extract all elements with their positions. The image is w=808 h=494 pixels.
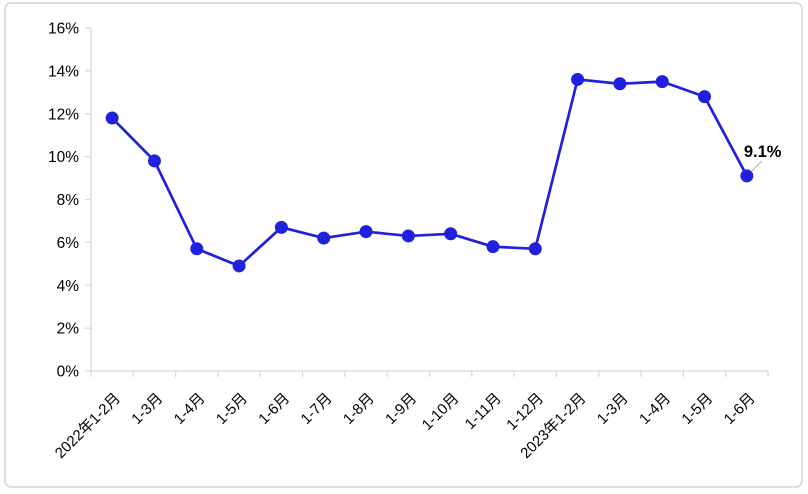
data-point xyxy=(190,242,204,256)
data-point xyxy=(401,229,415,243)
data-point xyxy=(444,227,458,241)
data-point xyxy=(740,169,754,183)
y-tick-label: 6% xyxy=(57,235,80,252)
data-point xyxy=(486,240,500,254)
y-tick-label: 2% xyxy=(57,321,80,338)
y-tick-label: 16% xyxy=(48,21,79,38)
data-point xyxy=(698,90,712,104)
data-point xyxy=(613,77,627,91)
data-point xyxy=(105,111,119,125)
annotation-leader-line xyxy=(750,160,763,173)
y-tick-label: 10% xyxy=(48,149,79,166)
chart-border xyxy=(4,2,803,488)
data-point xyxy=(571,72,585,86)
y-tick-label: 0% xyxy=(57,364,80,381)
data-point xyxy=(655,75,669,89)
y-tick-label: 4% xyxy=(57,278,80,295)
y-tick-label: 12% xyxy=(48,106,79,123)
data-point xyxy=(528,242,542,256)
data-point xyxy=(147,154,161,168)
data-line xyxy=(110,78,749,268)
data-point xyxy=(232,259,246,273)
y-tick-label: 14% xyxy=(48,63,79,80)
data-point xyxy=(274,220,288,234)
y-tick-label: 8% xyxy=(57,192,80,209)
data-label-annotation: 9.1% xyxy=(744,143,782,161)
data-point xyxy=(317,231,331,245)
data-point xyxy=(359,225,373,239)
